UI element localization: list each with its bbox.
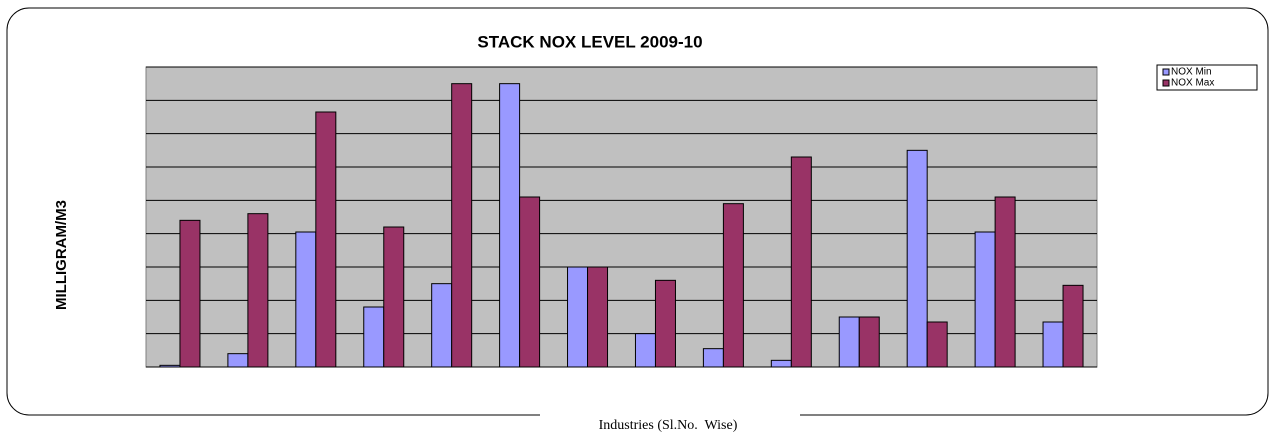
bar xyxy=(722,203,744,368)
label-gap xyxy=(540,408,800,422)
chart-title: STACK NOX LEVEL 2009-10 xyxy=(477,32,702,51)
bar xyxy=(770,359,792,368)
bar xyxy=(858,316,880,368)
bar xyxy=(315,111,337,368)
bar xyxy=(926,321,948,368)
bar xyxy=(906,149,928,368)
bar xyxy=(994,196,1016,368)
bar xyxy=(1042,321,1064,368)
bar xyxy=(790,156,812,368)
bar xyxy=(634,333,656,368)
bar xyxy=(363,306,385,368)
bar xyxy=(247,213,269,368)
bar xyxy=(227,353,249,368)
bar xyxy=(838,316,860,368)
bar xyxy=(1062,284,1084,368)
bar xyxy=(567,266,589,368)
x-axis-label: Industries (Sl.No. Wise) xyxy=(599,418,738,433)
bar xyxy=(431,283,453,368)
bar xyxy=(383,226,405,368)
bar xyxy=(295,231,317,368)
legend xyxy=(1156,64,1258,91)
bar xyxy=(159,364,181,368)
bar xyxy=(587,266,609,368)
bar xyxy=(654,279,676,368)
bar xyxy=(451,83,473,368)
legend-label: NOX Max xyxy=(1171,78,1214,89)
bar xyxy=(702,348,724,368)
bar xyxy=(179,219,201,368)
bar xyxy=(519,196,541,368)
plot-area xyxy=(145,66,1098,368)
bar xyxy=(499,83,521,368)
y-axis-label: MILLIGRAM/M3 xyxy=(53,200,70,310)
legend-swatch xyxy=(1162,79,1170,87)
bar xyxy=(974,231,996,368)
legend-swatch xyxy=(1162,68,1170,76)
legend-label: NOX Min xyxy=(1171,67,1212,78)
